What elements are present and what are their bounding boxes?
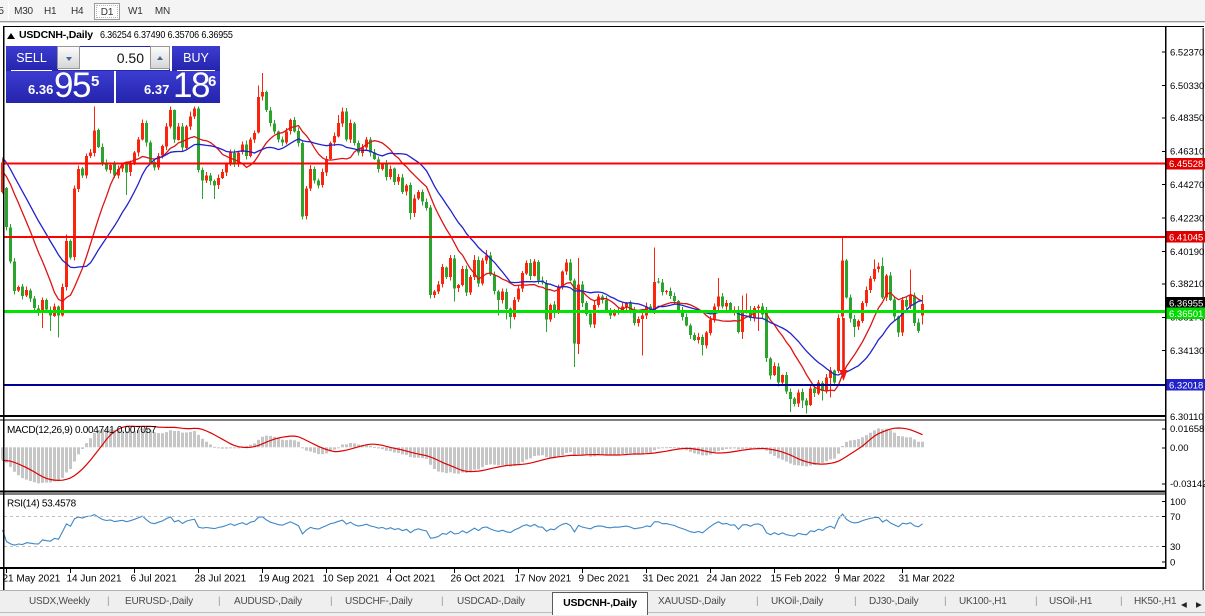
svg-text:6.32018: 6.32018 xyxy=(1169,380,1203,391)
svg-text:26 Oct 2021: 26 Oct 2021 xyxy=(451,574,506,585)
svg-text:9 Dec 2021: 9 Dec 2021 xyxy=(579,574,631,585)
svg-text:6.36501: 6.36501 xyxy=(1169,309,1203,320)
svg-text:15 Feb 2022: 15 Feb 2022 xyxy=(771,574,828,585)
svg-text:4 Oct 2021: 4 Oct 2021 xyxy=(387,574,436,585)
svg-text:31 Mar 2022: 31 Mar 2022 xyxy=(899,574,956,585)
svg-text:6.44270: 6.44270 xyxy=(1170,180,1204,191)
svg-text:RSI(14) 53.4578: RSI(14) 53.4578 xyxy=(7,499,77,510)
svg-text:6.34130: 6.34130 xyxy=(1170,346,1204,357)
svg-text:6.46310: 6.46310 xyxy=(1170,147,1204,158)
svg-text:6.41045: 6.41045 xyxy=(1169,233,1203,244)
svg-text:0.016586: 0.016586 xyxy=(1170,424,1205,435)
svg-text:21 May 2021: 21 May 2021 xyxy=(3,574,61,585)
svg-text:28 Jul 2021: 28 Jul 2021 xyxy=(195,574,247,585)
svg-text:6 Jul 2021: 6 Jul 2021 xyxy=(131,574,178,585)
svg-text:-0.03142: -0.03142 xyxy=(1170,479,1205,490)
svg-text:6.38210: 6.38210 xyxy=(1170,279,1204,290)
svg-text:30: 30 xyxy=(1170,542,1181,553)
svg-text:6.36955: 6.36955 xyxy=(1169,298,1203,309)
svg-text:10 Sep 2021: 10 Sep 2021 xyxy=(323,574,380,585)
svg-text:6.42230: 6.42230 xyxy=(1170,213,1204,224)
svg-text:70: 70 xyxy=(1170,512,1181,523)
svg-text:6.52370: 6.52370 xyxy=(1170,47,1204,58)
svg-text:14 Jun 2021: 14 Jun 2021 xyxy=(67,574,122,585)
svg-text:6.48350: 6.48350 xyxy=(1170,113,1204,124)
svg-text:100: 100 xyxy=(1170,497,1186,508)
svg-text:24 Jan 2022: 24 Jan 2022 xyxy=(707,574,762,585)
svg-text:6.50330: 6.50330 xyxy=(1170,81,1204,92)
svg-text:0: 0 xyxy=(1170,557,1175,568)
svg-text:MACD(12,26,9) 0.004741 0.00705: MACD(12,26,9) 0.004741 0.007057 xyxy=(7,425,157,436)
svg-text:6.30110: 6.30110 xyxy=(1170,412,1204,423)
svg-text:17 Nov 2021: 17 Nov 2021 xyxy=(515,574,572,585)
svg-text:19 Aug 2021: 19 Aug 2021 xyxy=(259,574,316,585)
svg-text:6.40190: 6.40190 xyxy=(1170,247,1204,258)
svg-text:31 Dec 2021: 31 Dec 2021 xyxy=(643,574,700,585)
svg-text:9 Mar 2022: 9 Mar 2022 xyxy=(835,574,886,585)
svg-text:6.45528: 6.45528 xyxy=(1169,159,1203,170)
svg-text:0.00: 0.00 xyxy=(1170,443,1189,454)
